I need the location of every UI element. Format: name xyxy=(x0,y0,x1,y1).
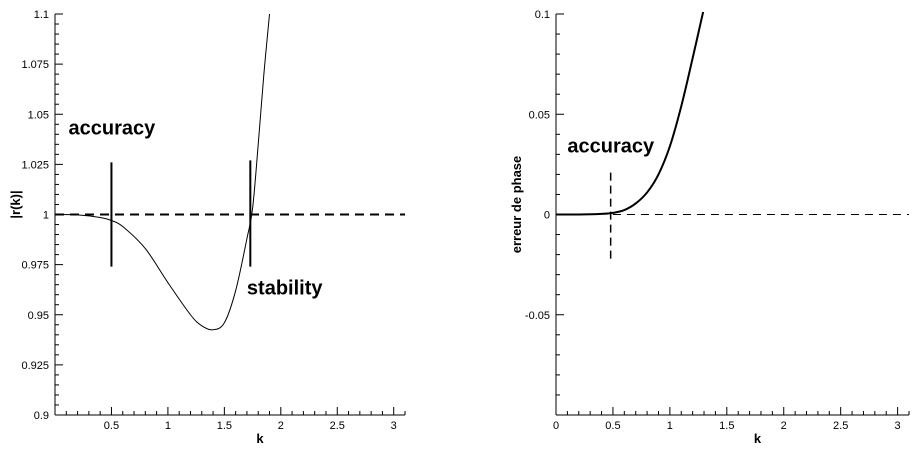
x-tick-label: 3 xyxy=(391,420,397,432)
annotation-text-1: accuracy xyxy=(69,117,157,139)
y-tick-label: 1.1 xyxy=(34,9,49,21)
y-tick-label: 0.95 xyxy=(28,310,49,322)
y-tick-label: 0.05 xyxy=(529,109,550,121)
y-tick-label: 0 xyxy=(544,210,550,222)
x-tick-label: 0.5 xyxy=(605,420,620,432)
y-axis-label: erreur de phase xyxy=(509,156,524,254)
annotation-text-1: accuracy xyxy=(567,135,655,157)
y-tick-label: -0.05 xyxy=(525,310,550,322)
y-tick-label: 0.9 xyxy=(34,410,49,422)
annotation-text-2: stability xyxy=(247,278,323,300)
x-tick-label: 1 xyxy=(667,420,673,432)
x-axis-label: k xyxy=(754,431,762,446)
y-tick-label: 1 xyxy=(43,210,49,222)
x-tick-label: 1.5 xyxy=(217,420,232,432)
chart-panel-1: 0.5 1 1.5 2 2.5 3 0.9 0.925 0.95 0.975 1 1.025 1.05 1… xyxy=(8,9,406,446)
x-tick-label: 0.5 xyxy=(104,420,119,432)
x-axis-label: k xyxy=(256,431,264,446)
y-tick-label: 0.975 xyxy=(21,260,49,272)
y-tick-label: 1.025 xyxy=(21,159,49,171)
series-line-1 xyxy=(556,12,705,216)
x-tick-label: 2.5 xyxy=(330,420,345,432)
x-tick-label: 2 xyxy=(278,420,284,432)
series-line-1 xyxy=(55,13,271,331)
y-tick-label: 0.925 xyxy=(21,360,49,372)
x-tick-label: 2 xyxy=(781,420,787,432)
y-tick-label: 1.05 xyxy=(28,109,49,121)
y-tick-label: 1.075 xyxy=(21,59,49,71)
y-axis-label: |r(k)| xyxy=(8,190,23,218)
x-tick-label: 3 xyxy=(895,420,901,432)
chart-panel-2: 0 0.5 1 1.5 2 2.5 3 -0.05 0 0.05 0.1 k erreur de pha… xyxy=(509,9,910,446)
y-tick-label: 0.1 xyxy=(535,9,550,21)
x-tick-label: 1 xyxy=(165,420,171,432)
x-tick-label: 0 xyxy=(553,420,559,432)
x-tick-label: 2.5 xyxy=(833,420,848,432)
x-tick-label: 1.5 xyxy=(719,420,734,432)
